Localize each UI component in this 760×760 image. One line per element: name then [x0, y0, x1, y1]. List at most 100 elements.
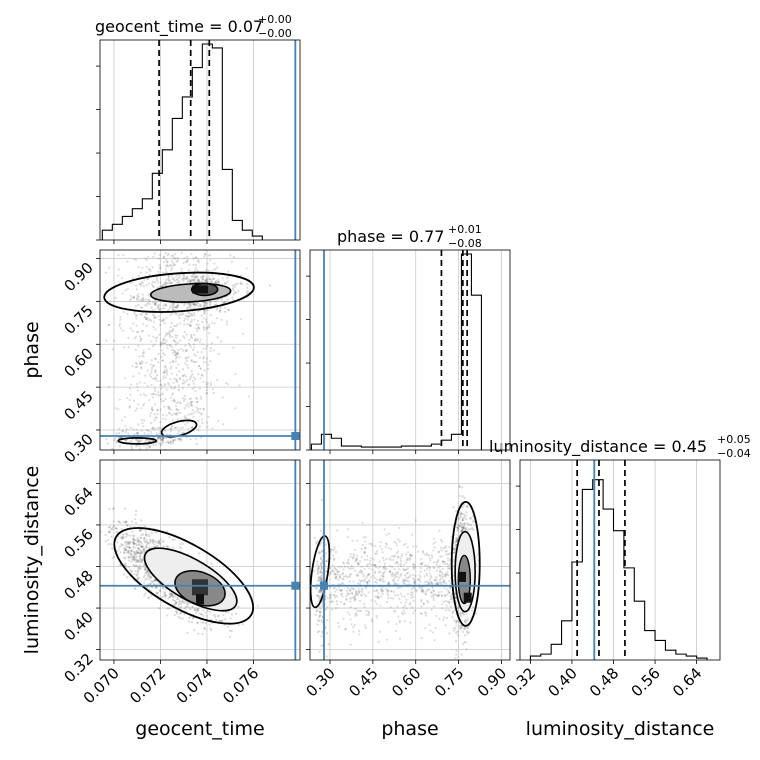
sample-point	[205, 326, 208, 330]
sample-point	[132, 557, 135, 560]
sample-point	[193, 629, 196, 632]
sample-point	[462, 526, 466, 530]
sample-point	[185, 315, 188, 318]
sample-point	[355, 592, 358, 595]
xlabel-phase: phase	[381, 718, 438, 740]
sample-point	[162, 337, 165, 340]
sample-point	[382, 575, 385, 579]
sample-point	[158, 308, 161, 311]
sample-point	[147, 541, 150, 544]
sample-point	[143, 574, 146, 577]
sample-point	[218, 620, 221, 623]
sample-point	[381, 586, 384, 589]
sample-point	[140, 330, 143, 333]
sample-point	[320, 541, 323, 544]
sample-point	[159, 379, 162, 382]
sample-point	[199, 367, 202, 370]
sample-point	[351, 592, 354, 595]
sample-point	[108, 530, 111, 533]
sample-point	[221, 619, 224, 622]
sample-point	[182, 397, 185, 400]
sample-point	[133, 551, 136, 554]
sample-point	[325, 655, 328, 658]
sample-point	[154, 370, 157, 373]
sample-point	[176, 323, 179, 326]
sample-point	[154, 377, 157, 381]
sample-point	[147, 597, 150, 600]
sample-point	[201, 421, 204, 425]
sample-point	[144, 540, 147, 543]
sample-point	[161, 271, 165, 274]
sample-point	[399, 574, 403, 577]
sample-point	[182, 431, 185, 434]
sample-point	[356, 539, 359, 542]
sample-point	[141, 299, 144, 302]
sample-point	[154, 540, 157, 543]
sample-point	[351, 587, 354, 590]
sample-point	[147, 533, 150, 536]
sample-point	[138, 298, 141, 302]
sample-point	[133, 556, 136, 559]
sample-point	[146, 384, 149, 387]
sample-point	[206, 382, 210, 385]
sample-point	[388, 570, 391, 573]
sample-point	[145, 258, 148, 262]
sample-point	[434, 626, 437, 630]
sample-point	[464, 527, 467, 531]
sample-point	[172, 254, 175, 257]
sample-point	[138, 564, 141, 567]
sample-point	[142, 323, 145, 326]
sample-point	[413, 564, 416, 567]
sample-point	[145, 569, 148, 572]
sample-point	[192, 263, 195, 266]
sample-point	[319, 591, 322, 594]
sample-point	[387, 581, 390, 584]
sample-point	[174, 306, 177, 309]
sample-point	[412, 573, 415, 577]
sample-point	[361, 521, 364, 525]
sample-point	[372, 563, 375, 567]
sample-point	[444, 599, 447, 603]
panel-content	[100, 250, 300, 450]
sample-point	[174, 343, 177, 346]
sample-point	[135, 555, 139, 558]
sample-point	[321, 549, 324, 552]
sample-point	[195, 406, 198, 409]
sample-point	[233, 291, 236, 294]
sample-point	[157, 352, 160, 355]
sample-point	[149, 414, 152, 417]
sample-point	[186, 402, 189, 405]
sample-point	[320, 498, 323, 501]
sample-point	[198, 278, 201, 281]
sample-point	[151, 396, 154, 399]
sample-point	[392, 554, 395, 558]
sample-point	[459, 626, 462, 630]
sample-point	[151, 427, 154, 430]
sample-point	[332, 594, 335, 597]
sample-point	[439, 555, 442, 558]
sample-point	[219, 306, 222, 309]
sample-point	[163, 371, 166, 374]
sample-point	[133, 564, 136, 568]
sample-point	[144, 374, 147, 377]
sample-point	[169, 440, 172, 443]
sample-point	[158, 437, 161, 440]
sample-point	[145, 317, 148, 320]
density-peak-2	[196, 594, 204, 605]
sample-point	[198, 327, 201, 330]
sample-point	[392, 573, 395, 576]
sample-point	[148, 572, 151, 575]
sample-point	[124, 439, 127, 442]
x-tick-label: 0.32	[503, 664, 539, 700]
sample-point	[448, 632, 451, 635]
sample-point	[132, 550, 136, 554]
sample-point	[329, 596, 332, 599]
sample-point	[185, 277, 188, 281]
sample-point	[151, 309, 154, 312]
sample-point	[333, 557, 336, 560]
sample-point	[156, 542, 159, 545]
sample-point	[175, 408, 178, 411]
sample-point	[158, 318, 161, 321]
sample-point	[170, 592, 173, 595]
sample-point	[146, 369, 149, 372]
